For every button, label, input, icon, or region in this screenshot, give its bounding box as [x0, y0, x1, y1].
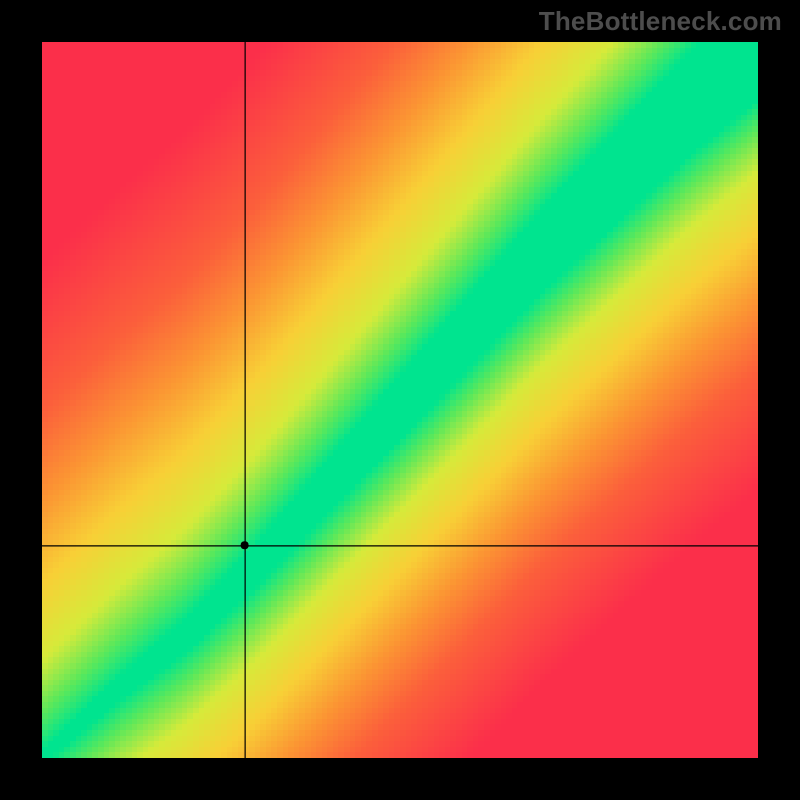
watermark-text: TheBottleneck.com [539, 6, 782, 37]
chart-frame: TheBottleneck.com [0, 0, 800, 800]
heatmap-canvas [42, 42, 758, 758]
